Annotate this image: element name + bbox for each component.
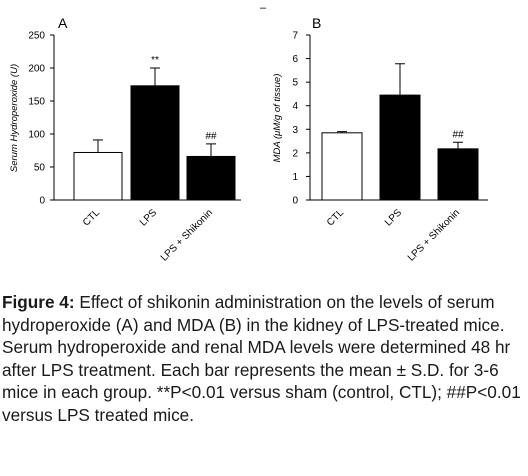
y-tick-label: 1	[292, 172, 298, 183]
y-tick-label: 2	[292, 148, 298, 159]
y-tick-label: 250	[28, 31, 45, 42]
panel-letter: B	[312, 15, 321, 31]
y-tick-label: 4	[292, 101, 298, 112]
y-tick-label: 100	[28, 130, 45, 141]
bar	[437, 148, 479, 201]
category-label: CTL	[81, 207, 102, 228]
significance-label: ##	[452, 129, 464, 140]
panel-letter: A	[58, 15, 68, 31]
bar	[379, 94, 421, 201]
y-tick-label: 5	[292, 78, 298, 89]
caption-text: Effect of shikonin administration on the…	[2, 292, 521, 425]
y-tick-label: 50	[34, 163, 46, 174]
bar	[130, 85, 180, 201]
significance-label: **	[151, 55, 159, 66]
chart-panel-b: B 0 1 2 3 4 5 6 7 MDA (μM/g of tissue) CTL LPS ## LPS…	[272, 15, 488, 264]
category-label: LPS + Shikonin	[159, 207, 215, 263]
bar	[73, 151, 123, 201]
y-tick-label: 200	[28, 64, 45, 75]
y-axis-label: Serum Hydroperoxide (U)	[9, 64, 20, 172]
y-tick-label: 0	[292, 196, 298, 207]
bar	[321, 132, 363, 201]
category-label: LPS	[383, 207, 404, 228]
category-label: LPS	[138, 207, 159, 228]
chart-panel-a: A 0 50 100 150 200 250 Serum Hydroperoxide (U) C…	[9, 15, 241, 264]
caption-label: Figure 4:	[2, 292, 75, 312]
y-tick-label: 3	[292, 125, 298, 136]
figure-caption: Figure 4: Effect of shikonin administrat…	[2, 291, 524, 427]
y-tick-label: 150	[28, 97, 45, 108]
y-tick-label: 7	[292, 31, 298, 42]
stray-mark: –	[260, 2, 267, 14]
significance-label: ##	[205, 131, 217, 142]
y-tick-label: 0	[39, 196, 45, 207]
y-axis-label: MDA (μM/g of tissue)	[272, 74, 283, 163]
y-tick-label: 6	[292, 54, 298, 65]
bar	[186, 155, 236, 201]
category-label: CTL	[325, 207, 346, 228]
category-label: LPS + Shikonin	[406, 207, 462, 263]
